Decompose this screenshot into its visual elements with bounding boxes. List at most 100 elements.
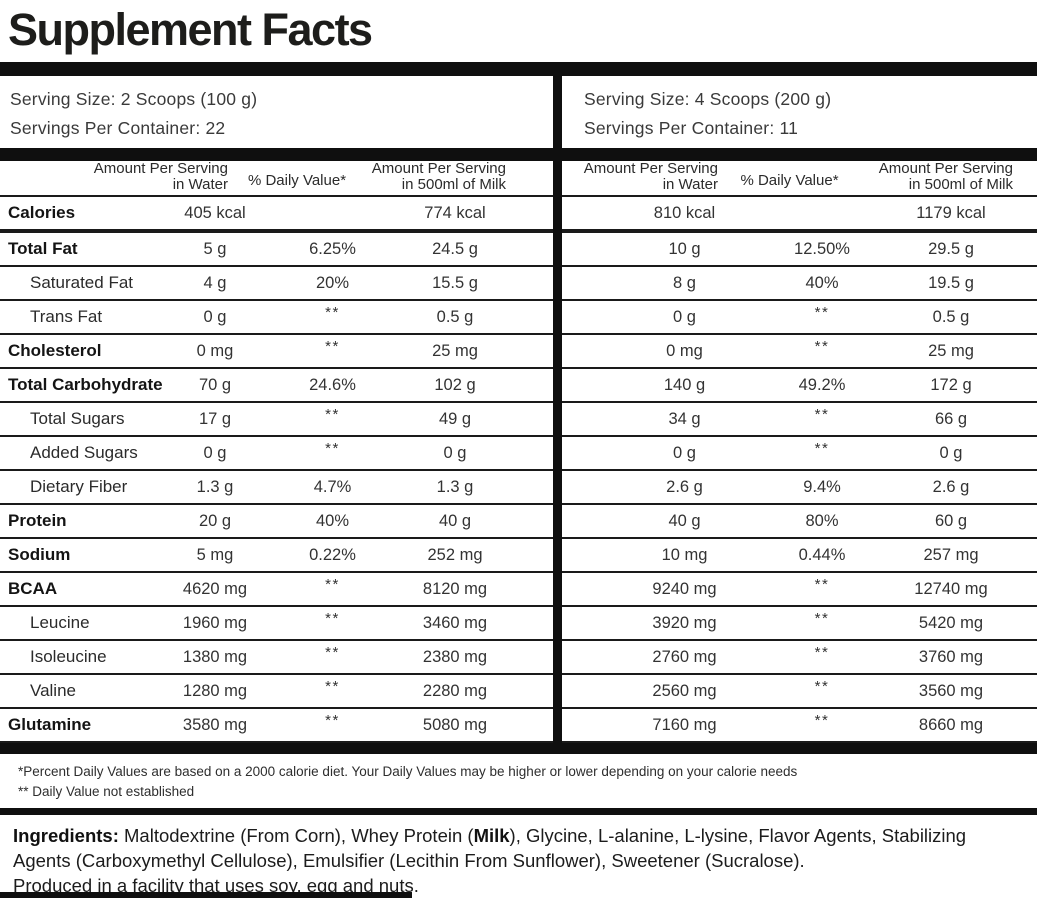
cell-amount-milk: 3560 mg <box>918 681 984 700</box>
cell-amount-water: 0 g <box>673 443 696 462</box>
cell-daily-value: ** <box>814 337 830 355</box>
cell-daily-value: ** <box>325 439 340 457</box>
cell-amount-water: 1.3 g <box>196 477 234 496</box>
divider-bar-footnotes <box>0 808 1037 815</box>
cell-daily-value: ** <box>325 575 340 593</box>
nutrition-table-left: Amount Per Serving in Water % Daily Value*… <box>0 161 553 743</box>
cell-amount-water: 0 mg <box>666 341 703 360</box>
title-block: Supplement Facts <box>0 0 1037 62</box>
nutrient-label: Glutamine <box>8 715 92 734</box>
row-total-fat-right: 10 g 12.50% 29.5 g <box>562 233 1037 267</box>
cell-daily-value: ** <box>814 575 830 593</box>
cell-amount-milk: 66 g <box>934 409 968 428</box>
row-added-sugars-right: 0 g ** 0 g <box>562 437 1037 471</box>
cell-amount-water: 17 g <box>198 409 232 428</box>
divider-bar-top <box>0 62 1037 76</box>
row-added-sugars: Added Sugars 0 g ** 0 g <box>0 437 553 471</box>
cell-daily-value: ** <box>814 677 830 695</box>
cell-amount-milk: 172 g <box>930 375 972 394</box>
nutrient-label: Leucine <box>30 613 90 632</box>
row-total-sugars-right: 34 g ** 66 g <box>562 403 1037 437</box>
cell-daily-value: ** <box>814 711 830 729</box>
cell-amount-milk: 3460 mg <box>422 613 488 632</box>
cell-daily-value: 6.25% <box>309 239 356 258</box>
cell-amount-milk: 1.3 g <box>436 477 474 496</box>
row-valine-right: 2560 mg ** 3560 mg <box>562 675 1037 709</box>
column-header-amount-milk: Amount Per Serving in 500ml of Milk <box>371 160 506 193</box>
serving-info-section: Serving Size: 2 Scoops (100 g) Servings … <box>0 76 1037 148</box>
cell-daily-value: ** <box>325 711 340 729</box>
vertical-divider <box>553 161 562 743</box>
cell-daily-value: 40% <box>805 273 839 292</box>
cell-amount-water: 1960 mg <box>182 613 248 632</box>
column-header-amount-water: Amount Per Serving in Water <box>583 160 718 193</box>
cell-amount-water: 2560 mg <box>652 681 717 700</box>
cell-amount-milk: 0.5 g <box>932 307 970 326</box>
cell-daily-value: 4.7% <box>313 477 352 496</box>
cell-amount-milk: 774 kcal <box>424 203 486 222</box>
row-protein-right: 40 g 80% 60 g <box>562 505 1037 539</box>
row-protein: Protein 20 g 40% 40 g <box>0 505 553 539</box>
nutrition-tables-section: Amount Per Serving in Water % Daily Value*… <box>0 161 1037 743</box>
column-header-amount-water: Amount Per Serving in Water <box>93 160 228 193</box>
cell-amount-water: 405 kcal <box>184 203 246 222</box>
row-leucine-right: 3920 mg ** 5420 mg <box>562 607 1037 641</box>
cell-amount-water: 0 g <box>203 307 227 326</box>
cell-daily-value: ** <box>325 643 340 661</box>
nutrient-label: Isoleucine <box>30 647 107 666</box>
cell-amount-milk: 19.5 g <box>928 273 974 292</box>
column-header-amount-milk: Amount Per Serving in 500ml of Milk <box>878 160 1013 193</box>
cell-daily-value: ** <box>814 405 830 423</box>
table-header-row: Amount Per Serving in Water % Daily Value*… <box>562 161 1037 197</box>
ingredients-segment: Milk <box>473 825 510 846</box>
cell-daily-value: ** <box>325 609 340 627</box>
nutrient-label: Total Carbohydrate <box>8 375 163 394</box>
cell-amount-water: 70 g <box>198 375 232 394</box>
cell-amount-milk: 5420 mg <box>918 613 984 632</box>
cell-daily-value: 24.6% <box>309 375 356 394</box>
cell-amount-water: 0 g <box>673 307 696 326</box>
bottom-partial-bar <box>0 892 412 898</box>
cell-amount-water: 5 mg <box>196 545 234 564</box>
row-sodium: Sodium 5 mg 0.22% 252 mg <box>0 539 553 573</box>
cell-amount-milk: 0 g <box>939 443 963 462</box>
column-header-daily-value: % Daily Value* <box>740 172 839 189</box>
row-bcaa-right: 9240 mg ** 12740 mg <box>562 573 1037 607</box>
cell-amount-milk: 60 g <box>934 511 968 530</box>
cell-amount-water: 1280 mg <box>182 681 248 700</box>
cell-amount-milk: 257 mg <box>923 545 979 564</box>
row-calories: Calories 405 kcal 774 kcal <box>0 197 553 233</box>
cell-daily-value: ** <box>325 405 340 423</box>
ingredients-segment: Maltodextrine (From Corn), Whey Protein … <box>124 825 474 846</box>
nutrient-label: Trans Fat <box>30 307 103 326</box>
cell-daily-value: 12.50% <box>794 239 850 258</box>
cell-daily-value: ** <box>814 439 830 457</box>
cell-daily-value: ** <box>814 609 830 627</box>
cell-daily-value: 9.4% <box>803 477 841 496</box>
cell-amount-water: 0 mg <box>196 341 234 360</box>
footnotes-section: *Percent Daily Values are based on a 200… <box>0 754 1037 808</box>
nutrient-label: Cholesterol <box>8 341 102 360</box>
cell-daily-value: 80% <box>805 511 839 530</box>
table-header-row: Amount Per Serving in Water % Daily Value*… <box>0 161 553 197</box>
cell-daily-value: 49.2% <box>798 375 846 394</box>
cell-daily-value: 40% <box>315 511 350 530</box>
cell-amount-milk: 12740 mg <box>914 579 988 598</box>
cell-daily-value: ** <box>814 303 830 321</box>
cell-amount-water: 3920 mg <box>652 613 717 632</box>
serving-info-left-panel: Serving Size: 2 Scoops (100 g) Servings … <box>0 76 553 148</box>
row-saturated-fat-right: 8 g 40% 19.5 g <box>562 267 1037 301</box>
nutrient-label: BCAA <box>8 579 58 598</box>
cell-amount-milk: 0.5 g <box>436 307 474 326</box>
cell-amount-milk: 2380 mg <box>422 647 488 666</box>
nutrient-label: Saturated Fat <box>30 273 134 292</box>
row-calories-right: 810 kcal 1179 kcal <box>562 197 1037 233</box>
cell-daily-value: ** <box>814 643 830 661</box>
footnote-not-established: ** Daily Value not established <box>18 784 195 799</box>
nutrition-table-right: Amount Per Serving in Water % Daily Value*… <box>562 161 1037 743</box>
cell-amount-water: 2.6 g <box>666 477 703 496</box>
cell-amount-milk: 25 mg <box>928 341 974 360</box>
cell-amount-water: 2760 mg <box>652 647 717 666</box>
cell-amount-milk: 8120 mg <box>422 579 488 598</box>
cell-amount-water: 20 g <box>198 511 232 530</box>
